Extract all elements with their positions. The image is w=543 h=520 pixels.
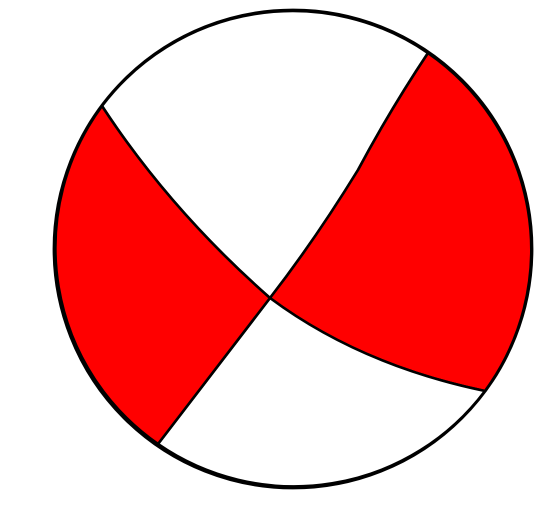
beachball-outline (52, 8, 534, 490)
